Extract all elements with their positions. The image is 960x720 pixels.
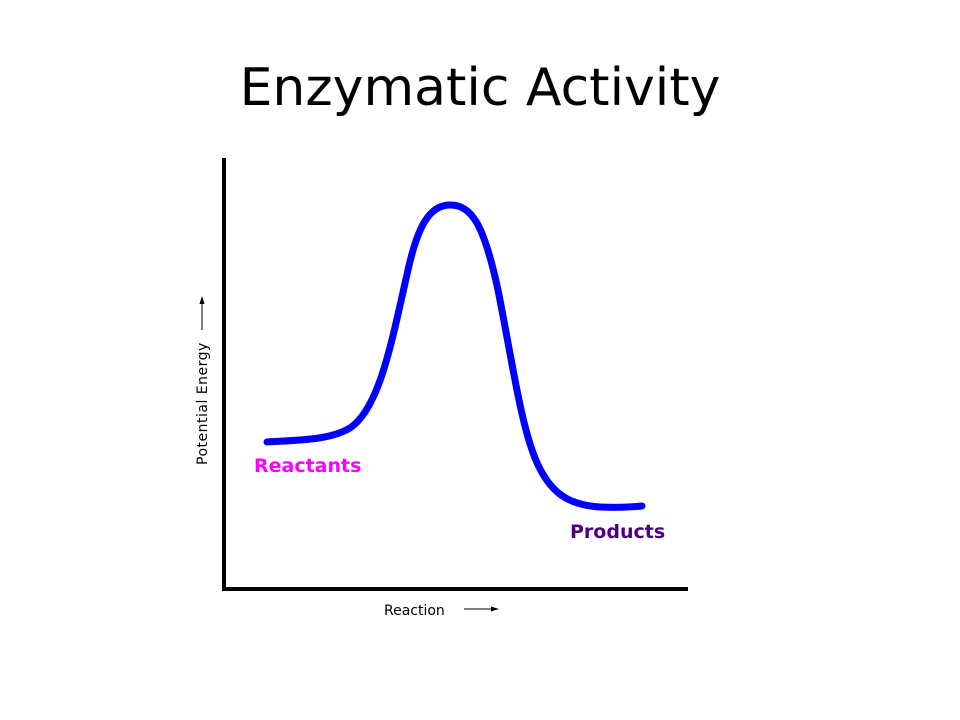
energy-curve xyxy=(263,201,646,511)
y-axis-arrow-head xyxy=(199,296,205,304)
x-axis-label-group: Reaction xyxy=(384,603,499,619)
x-axis-label: Reaction xyxy=(384,603,445,619)
y-axis-label: Potential Energy xyxy=(195,342,211,465)
reactants-label: Reactants xyxy=(254,455,361,477)
products-label: Products xyxy=(570,521,665,543)
slide-title: Enzymatic Activity xyxy=(239,58,721,118)
x-axis-arrow-head xyxy=(491,606,499,612)
y-axis-label-group: Potential Energy xyxy=(195,296,211,465)
